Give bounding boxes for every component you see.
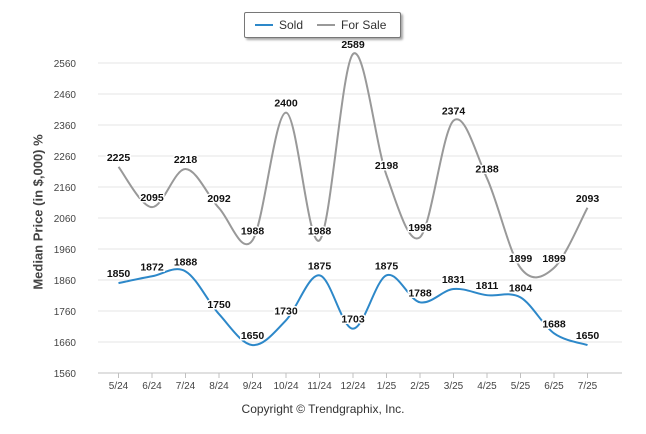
for-sale-data-label: 2225 [107, 152, 131, 164]
y-tick-label: 2260 [54, 152, 77, 163]
for-sale-data-label: 2198 [375, 160, 399, 172]
x-tick-label: 5/24 [109, 381, 129, 392]
for-sale-data-label: 1988 [308, 225, 332, 237]
for-sale-data-label: 2188 [475, 163, 499, 175]
legend-item-sold[interactable]: Sold [255, 18, 303, 32]
x-axis-ticks: 5/24 6/24 7/24 8/24 9/24 10/24 11/24 12/24 1/25 2… [98, 372, 622, 392]
sold-data-label: 1811 [476, 280, 499, 292]
x-tick-label: 8/24 [209, 381, 229, 392]
legend-item-for-sale[interactable]: For Sale [317, 18, 386, 32]
for-sale-data-label: 1998 [408, 222, 432, 234]
sold-data-label: 1888 [174, 256, 198, 268]
y-tick-label: 1660 [54, 338, 77, 349]
sold-data-label: 1730 [274, 305, 298, 317]
for-sale-data-label: 1899 [542, 253, 566, 265]
x-tick-label: 5/25 [511, 381, 531, 392]
for-sale-data-label: 1899 [509, 253, 533, 265]
x-tick-label: 2/25 [410, 381, 430, 392]
for-sale-data-label: 2093 [576, 193, 600, 205]
y-axis-title: Median Price (in $,000) % [30, 134, 46, 290]
sold-data-label: 1875 [375, 260, 399, 272]
y-tick-label: 2560 [54, 59, 77, 70]
for-sale-data-label: 2092 [207, 193, 231, 205]
for-sale-data-label: 1988 [241, 225, 265, 237]
y-axis-ticks: 1560 1660 1760 1860 1960 2060 2160 2260 2360 2460… [54, 59, 77, 380]
for-sale-data-label: 2095 [140, 192, 164, 204]
y-tick-label: 1760 [54, 307, 77, 318]
x-tick-label: 1/25 [377, 381, 397, 392]
y-tick-label: 1560 [54, 369, 77, 380]
for-sale-data-label: 2374 [442, 106, 466, 118]
x-tick-label: 11/24 [307, 381, 332, 392]
x-tick-label: 7/25 [578, 381, 598, 392]
y-tick-label: 2360 [54, 121, 77, 132]
series-line-sold [118, 268, 588, 347]
sold-data-label: 1804 [509, 282, 533, 294]
grid-lines [98, 62, 622, 374]
y-tick-label: 1860 [54, 276, 77, 287]
sold-data-label: 1703 [341, 314, 365, 326]
sold-data-label: 1872 [140, 261, 164, 273]
sold-data-label: 1875 [308, 260, 332, 272]
x-tick-label: 10/24 [273, 381, 298, 392]
series-line-for-sale [117, 52, 589, 279]
legend-label-sold: Sold [279, 18, 304, 32]
data-labels: 2225 2095 2218 2092 1988 2400 1988 2589 2198 1998… [105, 38, 601, 344]
sold-data-label: 1788 [408, 287, 432, 299]
y-tick-label: 1960 [54, 245, 77, 256]
for-sale-data-label: 2589 [341, 39, 365, 51]
x-tick-label: 6/25 [544, 381, 564, 392]
sold-data-label: 1650 [576, 330, 600, 342]
y-tick-label: 2160 [54, 183, 77, 194]
y-tick-label: 2460 [54, 90, 77, 101]
x-tick-label: 4/25 [477, 381, 497, 392]
sold-data-label: 1750 [207, 299, 231, 311]
sold-data-label: 1688 [542, 318, 566, 330]
sold-data-label: 1831 [442, 274, 466, 286]
x-tick-label: 12/24 [340, 381, 365, 392]
legend-swatch-sold [255, 24, 273, 26]
x-tick-label: 6/24 [142, 381, 162, 392]
sold-data-label: 1850 [107, 268, 131, 280]
x-tick-label: 9/24 [243, 381, 263, 392]
for-sale-data-label: 2400 [274, 98, 298, 110]
legend-swatch-for-sale [317, 24, 336, 26]
sold-data-label: 1650 [241, 330, 265, 342]
for-sale-data-label: 2218 [174, 154, 198, 166]
x-tick-label: 7/24 [176, 381, 196, 392]
legend-label-for-sale: For Sale [341, 18, 387, 32]
copyright-text: Copyright © Trendgraphix, Inc. [241, 402, 405, 416]
series-lines [117, 52, 589, 347]
x-tick-label: 3/25 [444, 381, 464, 392]
y-tick-label: 2060 [54, 214, 77, 225]
legend: Sold For Sale [244, 12, 401, 38]
